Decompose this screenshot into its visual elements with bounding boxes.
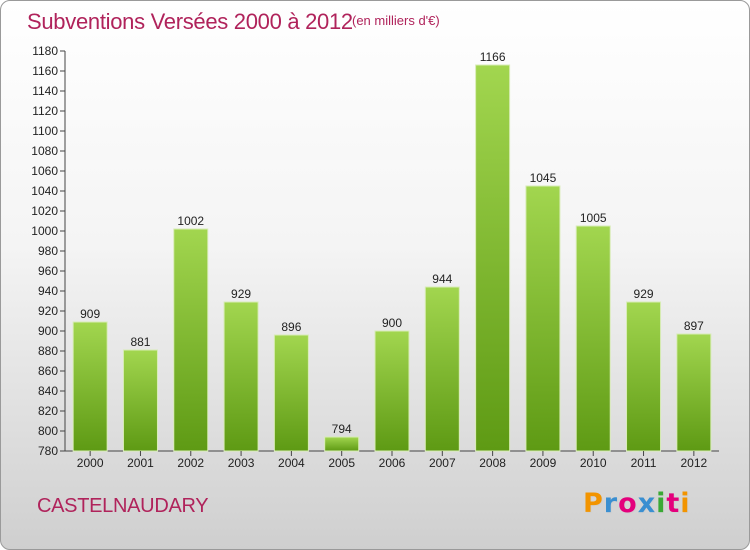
x-tick-label: 2000 xyxy=(77,456,104,470)
proxiti-logo[interactable]: Proxiti xyxy=(583,488,691,519)
bar-value-label: 909 xyxy=(80,307,100,321)
logo-letter: x xyxy=(637,488,657,519)
y-tick-label: 880 xyxy=(38,344,58,358)
bar xyxy=(676,333,712,452)
y-tick-label: 1140 xyxy=(32,84,58,98)
bar-value-label: 881 xyxy=(130,335,150,349)
x-tick-label: 2008 xyxy=(479,456,506,470)
bar-value-label: 896 xyxy=(281,320,301,334)
x-tick-label: 2007 xyxy=(429,456,456,470)
logo-letter: P xyxy=(583,488,604,519)
bar xyxy=(626,301,662,452)
y-tick-label: 820 xyxy=(38,404,58,418)
y-tick-label: 1120 xyxy=(32,104,58,118)
bar-value-label: 794 xyxy=(332,422,352,436)
x-tick-label: 2010 xyxy=(580,456,607,470)
bar-value-label: 897 xyxy=(684,319,704,333)
x-tick-label: 2005 xyxy=(328,456,355,470)
bar-value-label: 1002 xyxy=(177,214,204,228)
y-tick-label: 840 xyxy=(38,384,58,398)
logo-letter: i xyxy=(680,488,691,519)
y-tick-label: 1180 xyxy=(32,44,58,58)
y-tick-label: 1020 xyxy=(31,204,58,218)
y-tick-label: 900 xyxy=(38,324,58,338)
x-tick-label: 2011 xyxy=(631,456,657,470)
x-tick-label: 2009 xyxy=(530,456,557,470)
logo-letter: r xyxy=(603,488,619,519)
bar xyxy=(324,436,360,452)
y-tick-label: 1080 xyxy=(31,144,58,158)
bar xyxy=(223,301,259,452)
chart-subtitle: (en milliers d'€) xyxy=(352,13,440,28)
bar xyxy=(374,330,410,452)
y-tick-label: 800 xyxy=(38,424,58,438)
y-tick-label: 1160 xyxy=(32,64,58,78)
logo-letter: o xyxy=(618,488,638,519)
bar xyxy=(173,228,209,452)
y-tick-label: 1060 xyxy=(31,164,58,178)
bar-value-label: 1005 xyxy=(580,211,607,225)
bar xyxy=(575,225,611,452)
x-tick-label: 2004 xyxy=(278,456,305,470)
y-tick-label: 960 xyxy=(38,264,58,278)
bar-value-label: 1166 xyxy=(480,50,506,64)
y-tick-label: 940 xyxy=(38,284,58,298)
x-tick-label: 2003 xyxy=(228,456,255,470)
bar xyxy=(424,286,460,452)
bar-value-label: 944 xyxy=(432,272,452,286)
bar-value-label: 900 xyxy=(382,316,402,330)
y-tick-label: 980 xyxy=(38,244,58,258)
bar-value-label: 1045 xyxy=(530,171,557,185)
place-name: CASTELNAUDARY xyxy=(37,495,209,517)
y-tick-label: 920 xyxy=(38,304,58,318)
logo-letter: t xyxy=(666,488,681,519)
bar xyxy=(525,185,561,452)
logo-letter: i xyxy=(656,488,667,519)
bar xyxy=(475,64,511,452)
y-tick-label: 1040 xyxy=(31,184,58,198)
bar-value-label: 929 xyxy=(231,287,251,301)
bar-value-label: 929 xyxy=(634,287,654,301)
bar xyxy=(273,334,309,452)
bar xyxy=(72,321,108,452)
y-tick-label: 780 xyxy=(38,444,58,458)
x-tick-label: 2002 xyxy=(177,456,204,470)
x-tick-label: 2001 xyxy=(127,456,154,470)
y-tick-label: 1100 xyxy=(32,124,58,138)
chart-title: Subventions Versées 2000 à 2012 xyxy=(27,9,353,34)
x-tick-label: 2012 xyxy=(680,456,707,470)
x-tick-label: 2006 xyxy=(379,456,406,470)
y-tick-label: 860 xyxy=(38,364,58,378)
bar xyxy=(122,349,158,452)
y-tick-label: 1000 xyxy=(31,224,58,238)
